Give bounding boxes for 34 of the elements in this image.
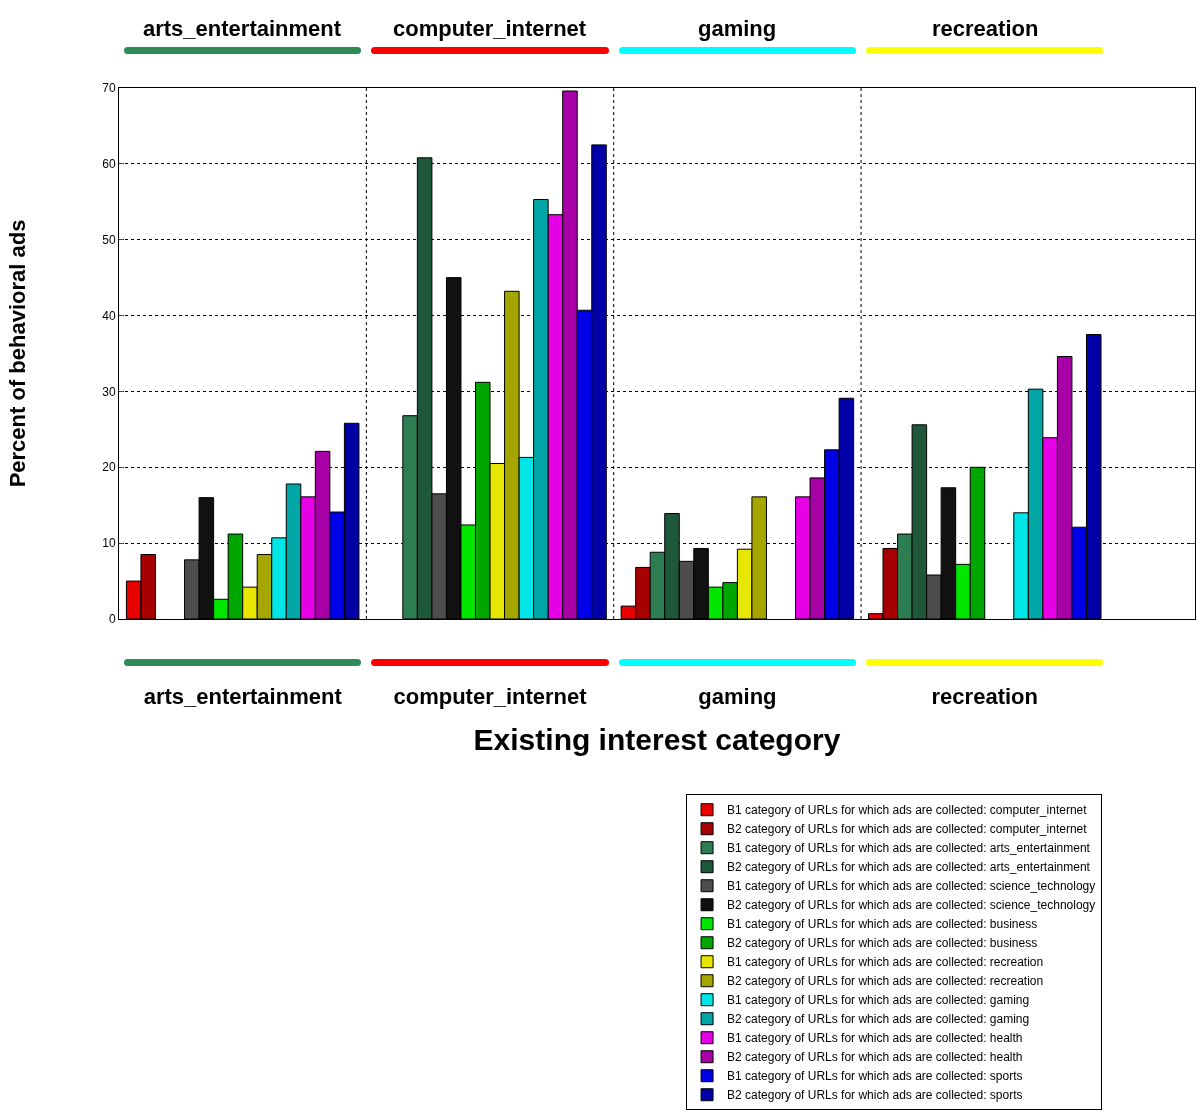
legend-label: B1 category of URLs for which ads are collected: recreation xyxy=(727,955,1044,970)
y-tick-label: 70 xyxy=(102,81,116,96)
legend-label: B1 category of URLs for which ads are collected: computer_internet xyxy=(727,803,1088,818)
category-label: arts_entertainment xyxy=(143,684,342,710)
legend-label: B1 category of URLs for which ads are collected: science_technology xyxy=(727,879,1096,894)
legend-label: B2 category of URLs for which ads are collected: arts_entertainment xyxy=(727,860,1091,875)
legend-label: B1 category of URLs for which ads are collected: gaming xyxy=(727,993,1030,1008)
legend-label: B2 category of URLs for which ads are collected: gaming xyxy=(727,1012,1030,1027)
legend-label: B2 category of URLs for which ads are collected: health xyxy=(727,1050,1023,1065)
y-tick-label: 40 xyxy=(102,308,116,323)
legend-label: B2 category of URLs for which ads are collected: sports xyxy=(727,1088,1023,1103)
y-axis-title: Percent of behavioral ads xyxy=(5,219,31,488)
x-tick-label: computer_internet xyxy=(393,16,587,41)
category-label: computer_internet xyxy=(393,684,587,710)
legend-label: B2 category of URLs for which ads are collected: business xyxy=(727,936,1038,951)
x-tick-label: recreation xyxy=(932,16,1039,41)
category-label: recreation xyxy=(931,684,1038,710)
legend-label: B2 category of URLs for which ads are collected: science_technology xyxy=(727,898,1096,913)
y-tick-label: 0 xyxy=(108,612,116,627)
legend-label: B1 category of URLs for which ads are collected: sports xyxy=(727,1069,1023,1084)
y-tick-label: 50 xyxy=(102,232,116,247)
legend-label: B1 category of URLs for which ads are collected: health xyxy=(727,1031,1023,1046)
x-axis-title: Existing interest category xyxy=(473,722,841,756)
legend-label: B2 category of URLs for which ads are collected: computer_internet xyxy=(727,822,1088,837)
legend-label: B1 category of URLs for which ads are collected: arts_entertainment xyxy=(727,841,1091,856)
y-tick-label: 20 xyxy=(102,460,116,475)
y-tick-label: 30 xyxy=(102,384,116,399)
category-label: gaming xyxy=(698,684,777,710)
y-tick-label: 60 xyxy=(102,157,116,172)
x-tick-label: gaming xyxy=(698,16,777,41)
legend-label: B1 category of URLs for which ads are collected: business xyxy=(727,917,1038,932)
y-tick-label: 10 xyxy=(102,536,116,551)
legend-label: B2 category of URLs for which ads are collected: recreation xyxy=(727,974,1044,989)
x-tick-label: arts_entertainment xyxy=(143,16,342,41)
